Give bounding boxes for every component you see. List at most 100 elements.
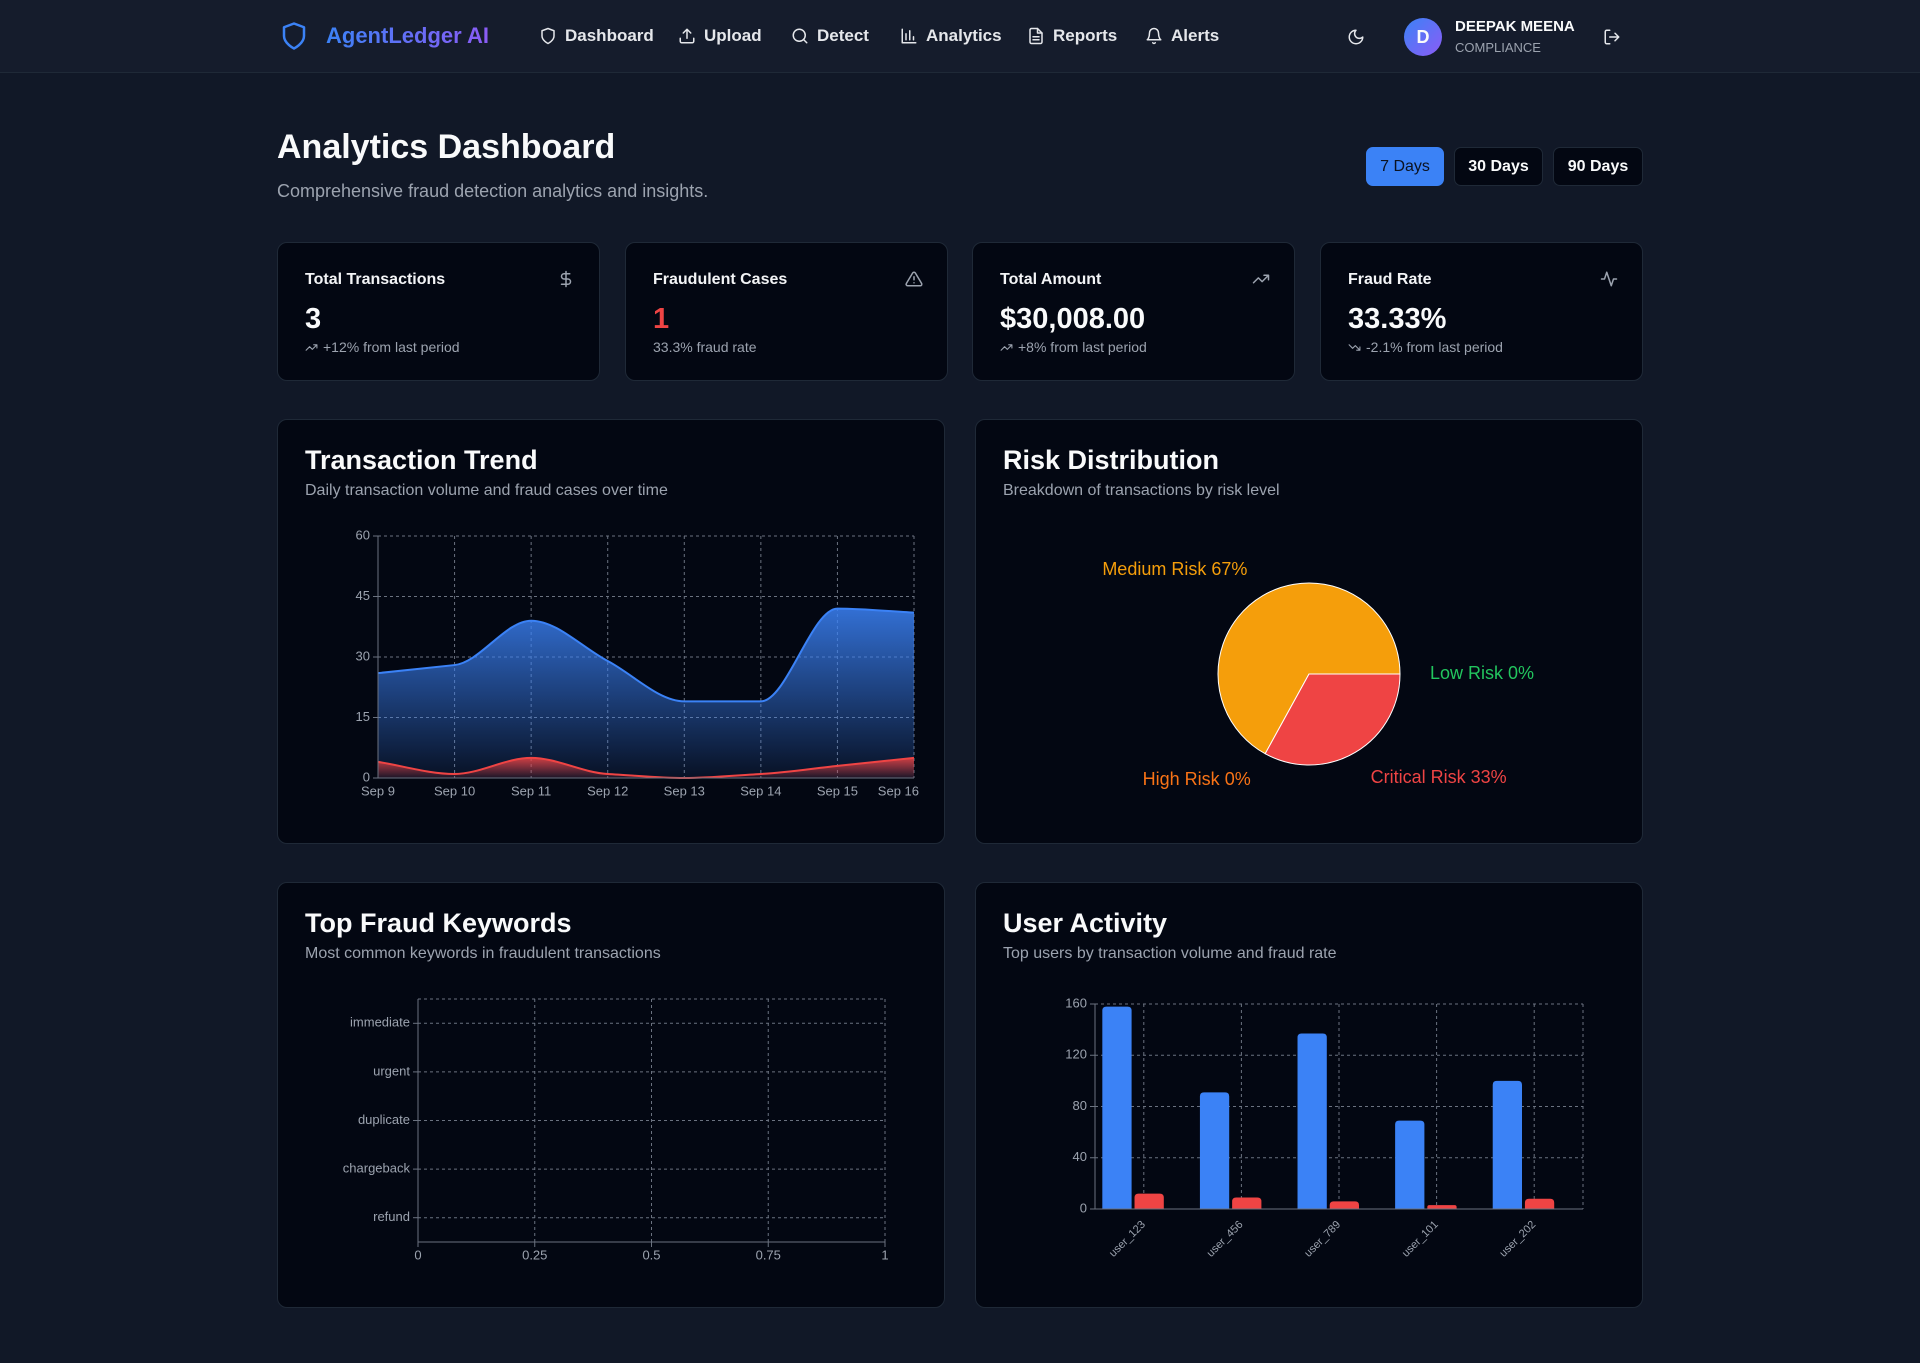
stat-change-text: 33.3% fraud rate (653, 339, 757, 355)
stat-change: +8% from last period (1000, 339, 1147, 355)
line (377, 756, 915, 780)
slice-category: Low Risk (1430, 663, 1504, 683)
nav-label: Alerts (1171, 26, 1220, 45)
y-tick-label: 80 (1073, 1098, 1087, 1113)
nav-item[interactable]: Alerts (1145, 26, 1219, 46)
bar (1134, 1193, 1164, 1209)
y-tick-label: 30 (356, 648, 370, 663)
slice-category: High Risk (1143, 769, 1221, 789)
slice-label: High Risk 0% (1143, 769, 1251, 789)
y-tick-label: duplicate (358, 1112, 410, 1127)
y-tick-label: 160 (1065, 995, 1087, 1010)
y-tick-label: 120 (1065, 1047, 1087, 1062)
bar (1427, 1205, 1457, 1209)
chart-title: Top Fraud Keywords (305, 908, 572, 938)
slice-category: Critical Risk (1371, 767, 1467, 787)
slice-value: 33% (1471, 767, 1507, 787)
stat-value: $30,008.00 (1000, 303, 1146, 335)
slice-value: 0% (1225, 769, 1251, 789)
nav-item[interactable]: Upload (678, 26, 762, 46)
chart-title: Transaction Trend (305, 445, 538, 475)
pie-slice (1264, 673, 1401, 766)
stat-card: Total Transactions 3 +12% from last peri… (277, 242, 600, 381)
x-tick-label: user_123 (1107, 1219, 1148, 1260)
stat-value: 1 (653, 303, 670, 335)
user-role: COMPLIANCE (1455, 40, 1541, 55)
bar (1329, 1201, 1360, 1209)
stat-label: Fraud Rate (1348, 271, 1432, 288)
chart-card: Risk Distribution Breakdown of transacti… (975, 419, 1643, 844)
chart-subtitle: Breakdown of transactions by risk level (1003, 482, 1280, 499)
stat-change: 33.3% fraud rate (653, 339, 757, 355)
avatar[interactable]: D (1404, 18, 1442, 56)
y-tick-label: 0 (1080, 1200, 1087, 1215)
x-tick-label: user_456 (1205, 1219, 1246, 1260)
nav-item[interactable]: Analytics (900, 26, 1002, 46)
chart: Low Risk 0% Medium Risk 67% High Risk 0% Cr… (1102, 559, 1534, 789)
stat-value: 33.33% (1348, 303, 1447, 335)
stat-change: -2.1% from last period (1348, 339, 1503, 355)
stat-icon (905, 271, 923, 287)
nav-label: Dashboard (565, 26, 654, 45)
chart-subtitle: Daily transaction volume and fraud cases… (305, 482, 668, 499)
theme-toggle[interactable] (1347, 28, 1365, 46)
pie-slice (1217, 582, 1401, 755)
nav-item[interactable]: Detect (791, 26, 869, 46)
range-button[interactable]: 7 Days (1366, 147, 1444, 186)
stat-icon (1252, 274, 1270, 284)
chart-card: Transaction Trend Daily transaction volu… (277, 419, 945, 844)
chart-title: User Activity (1003, 908, 1168, 938)
x-tick-label: Sep 9 (361, 783, 395, 798)
x-tick-label: Sep 14 (740, 783, 781, 798)
brand[interactable]: AgentLedger AI (326, 23, 489, 48)
y-tick-label: 60 (356, 527, 370, 542)
x-tick-label: Sep 13 (664, 783, 705, 798)
slice-label: Low Risk 0% (1430, 663, 1534, 683)
logo (282, 22, 306, 50)
line (377, 607, 915, 703)
chart-subtitle: Most common keywords in fraudulent trans… (305, 945, 661, 962)
nav-label: Upload (704, 26, 762, 45)
y-tick-label: 40 (1073, 1149, 1087, 1164)
nav-label: Reports (1053, 26, 1118, 45)
logout[interactable] (1603, 28, 1621, 46)
y-tick-label: refund (373, 1209, 410, 1224)
page-subtitle: Comprehensive fraud detection analytics … (277, 181, 709, 201)
x-tick-label: Sep 16 (878, 783, 919, 798)
stat-change-text: +12% from last period (323, 339, 460, 355)
stat-icon (560, 270, 572, 288)
chart-card: Top Fraud Keywords Most common keywords … (277, 882, 945, 1308)
x-tick-label: 0.75 (756, 1247, 781, 1262)
x-tick-label: user_202 (1497, 1219, 1538, 1260)
chart: 0 15 30 45 60 Sep 9 Sep 10 Sep 11 Sep 12 Sep 13 Se… (356, 527, 919, 798)
stat-label: Fraudulent Cases (653, 271, 788, 288)
x-tick-label: Sep 11 (511, 783, 551, 798)
x-tick-label: Sep 15 (817, 783, 858, 798)
stat-change-text: +8% from last period (1018, 339, 1147, 355)
y-tick-label: 0 (363, 769, 370, 784)
chart-title: Risk Distribution (1003, 445, 1220, 475)
chart-card: User Activity Top users by transaction v… (975, 882, 1643, 1308)
bar (1199, 1092, 1230, 1209)
user-name: DEEPAK MEENA (1455, 18, 1575, 35)
y-tick-label: urgent (373, 1063, 410, 1078)
range-button[interactable]: 30 Days (1454, 147, 1543, 186)
nav-item[interactable]: Dashboard (539, 26, 654, 46)
range-button[interactable]: 90 Days (1553, 147, 1643, 186)
y-tick-label: 45 (356, 588, 370, 603)
y-tick-label: immediate (350, 1015, 410, 1030)
stat-change-text: -2.1% from last period (1366, 339, 1503, 355)
x-tick-label: Sep 12 (587, 783, 628, 798)
stat-card: Fraud Rate 33.33% -2.1% from last period (1320, 242, 1643, 381)
page-title: Analytics Dashboard (277, 128, 616, 166)
bar (1524, 1198, 1555, 1209)
slice-label: Critical Risk 33% (1371, 767, 1507, 787)
stat-label: Total Amount (1000, 271, 1102, 288)
y-tick-label: chargeback (343, 1161, 411, 1176)
nav-item[interactable]: Reports (1027, 26, 1117, 46)
stat-icon (1600, 271, 1618, 287)
bar (1492, 1080, 1522, 1209)
y-tick-label: 15 (356, 709, 370, 724)
nav-label: Analytics (926, 26, 1002, 45)
